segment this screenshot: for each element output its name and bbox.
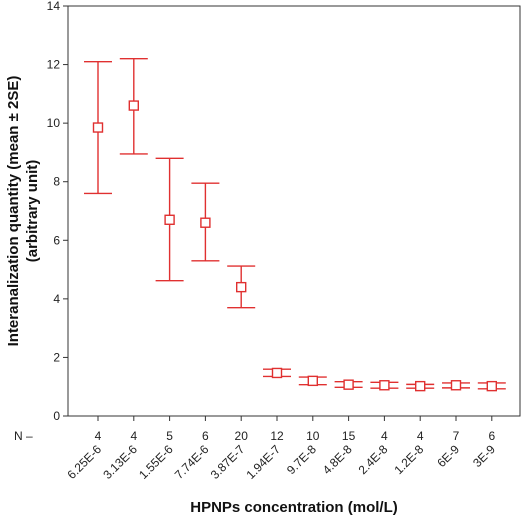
y-tick-label: 2: [53, 350, 60, 364]
data-point: [307, 375, 318, 387]
y-tick-label: 14: [47, 0, 61, 13]
data-point: [415, 380, 426, 392]
y-axis-unit: (arbitrary unit): [24, 160, 41, 263]
n-count-label: 12: [270, 429, 284, 443]
x-tick-label: 9.7E-8: [284, 442, 319, 477]
n-count-label: 15: [342, 429, 356, 443]
x-tick-label: 6.25E-6: [65, 442, 105, 482]
n-count-label: 4: [95, 429, 102, 443]
x-axis-title: HPNPs concentration (mol/L): [190, 499, 398, 516]
x-tick-label: 2.4E-8: [356, 442, 391, 477]
n-count-label: 20: [235, 429, 249, 443]
x-tick-label: 3.87E-7: [208, 442, 248, 482]
n-count-label: 6: [202, 429, 209, 443]
x-tick-label: 1.55E-6: [136, 442, 176, 482]
data-point: [271, 367, 283, 379]
data-point: [200, 217, 211, 228]
n-prefix: N –: [14, 429, 33, 443]
y-tick-label: 0: [53, 409, 60, 423]
data-point: [450, 380, 462, 391]
data-point: [379, 380, 390, 391]
n-count-label: 10: [306, 429, 320, 443]
x-tick-label: 1.94E-7: [244, 442, 284, 482]
y-tick-label: 10: [47, 116, 61, 130]
data-point: [164, 214, 175, 225]
x-tick-label: 3.13E-6: [100, 442, 140, 482]
n-count-label: 6: [488, 429, 495, 443]
plot-frame: [67, 5, 521, 417]
data-point: [343, 379, 354, 390]
y-tick-label: 12: [47, 58, 61, 72]
data-point: [235, 281, 247, 293]
x-tick-label: 6E-9: [434, 442, 462, 470]
axes: [63, 5, 521, 421]
y-tick-label: 6: [53, 233, 60, 247]
x-tick-label: 1.2E-8: [391, 442, 426, 477]
data-point: [92, 122, 104, 133]
n-count-label: 4: [417, 429, 424, 443]
n-count-label: 4: [381, 429, 388, 443]
data-point: [486, 380, 497, 392]
y-axis-title: Interanalization quantity (mean ± 2SE): [5, 76, 22, 347]
x-tick-label: 4.8E-8: [320, 442, 355, 477]
data-marks: [84, 58, 506, 392]
data-point: [128, 100, 140, 111]
x-tick-label: 3E-9: [470, 442, 498, 470]
n-count-label: 4: [130, 429, 137, 443]
n-count-label: 5: [166, 429, 173, 443]
n-count-label: 7: [453, 429, 460, 443]
y-tick-label: 8: [53, 175, 60, 189]
x-tick-label: 7.74E-6: [172, 442, 212, 482]
y-tick-label: 4: [53, 292, 60, 306]
